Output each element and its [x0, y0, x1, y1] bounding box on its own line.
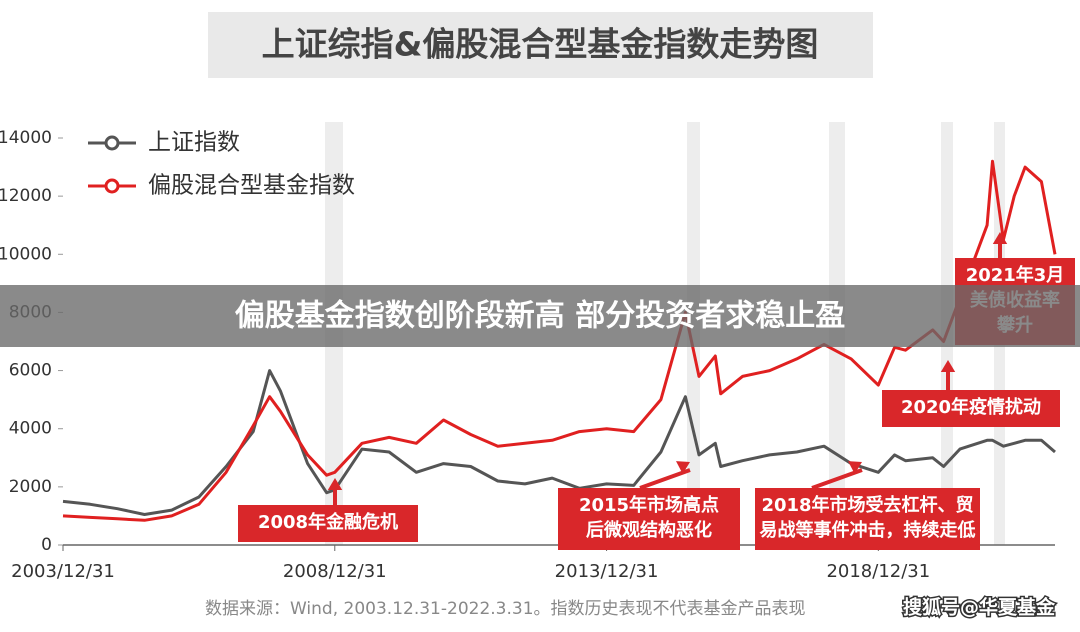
- y-tick-label: 14000: [0, 128, 52, 148]
- x-tick-label: 2018/12/31: [826, 561, 930, 582]
- annotation-text: 后微观结构恶化: [586, 519, 712, 541]
- plot: 020004000600080001000012000140002003/12/…: [0, 128, 1075, 582]
- y-tick-label: 12000: [0, 186, 52, 206]
- y-tick-label: 0: [41, 535, 52, 555]
- chart-title: 上证综指&偏股混合型基金指数走势图: [262, 25, 819, 64]
- annotation-text: 2020年疫情扰动: [901, 396, 1041, 418]
- annotation-arrowhead: [992, 232, 1008, 244]
- headline-banner: [0, 285, 1080, 347]
- x-tick-label: 2013/12/31: [555, 561, 659, 582]
- legend-label: 偏股混合型基金指数: [148, 173, 355, 199]
- legend-marker: [104, 135, 120, 151]
- series-line: [62, 369, 1056, 516]
- annotation-arrow: [811, 468, 863, 490]
- annotation-arrowhead: [676, 461, 690, 474]
- annotation-box: [882, 390, 1060, 427]
- watermark: 搜狐号@华夏基金: [903, 596, 1056, 619]
- annotation-box: [238, 505, 418, 542]
- annotation-text: 2021年3月: [966, 264, 1065, 286]
- annotation-arrowhead: [848, 461, 862, 474]
- annotation-box: [755, 488, 980, 550]
- annotation-arrow: [639, 468, 691, 490]
- y-tick-label: 10000: [0, 244, 52, 264]
- legend-marker: [104, 178, 120, 194]
- annotation-arrowhead: [940, 360, 956, 372]
- x-tick-label: 2003/12/31: [11, 561, 115, 582]
- source-note: 数据来源：Wind, 2003.12.31-2022.3.31。指数历史表现不代…: [205, 599, 806, 619]
- y-tick-label: 6000: [9, 361, 52, 381]
- x-tick-label: 2008/12/31: [283, 561, 387, 582]
- annotation-text: 2008年金融危机: [258, 511, 398, 533]
- legend-label: 上证指数: [148, 130, 240, 156]
- annotation-text: 2015年市场高点: [579, 494, 719, 516]
- y-tick-label: 2000: [9, 477, 52, 497]
- annotation-text: 2018年市场受去杠杆、贸: [761, 494, 973, 516]
- annotation-box: [558, 488, 740, 550]
- y-tick-label: 4000: [9, 419, 52, 439]
- headline: 偏股基金指数创阶段新高 部分投资者求稳止盈: [235, 299, 845, 334]
- title-box: [208, 12, 873, 78]
- annotation-arrowhead: [327, 478, 343, 490]
- annotation-text: 易战等事件冲击，持续走低: [760, 519, 976, 541]
